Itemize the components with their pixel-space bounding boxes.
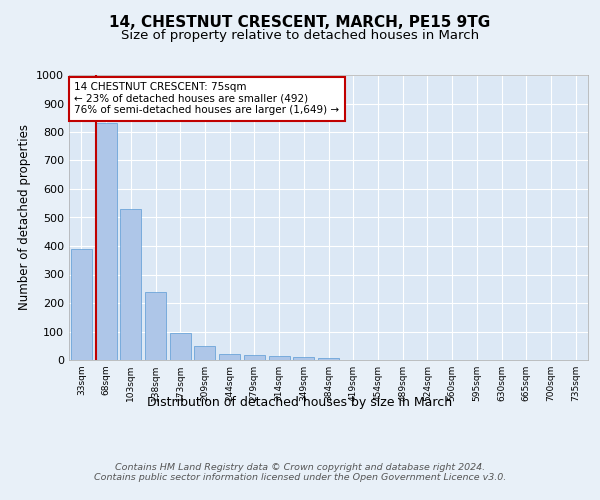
Text: Size of property relative to detached houses in March: Size of property relative to detached ho… [121, 28, 479, 42]
Bar [120, 209, 141, 360]
Bar [244, 355, 265, 360]
Text: 14, CHESTNUT CRESCENT, MARCH, PE15 9TG: 14, CHESTNUT CRESCENT, MARCH, PE15 9TG [109, 15, 491, 30]
Bar [71, 249, 92, 360]
Bar [145, 292, 166, 360]
Bar [269, 356, 290, 360]
Bar [194, 346, 215, 360]
Text: Distribution of detached houses by size in March: Distribution of detached houses by size … [148, 396, 452, 409]
Bar [219, 354, 240, 360]
Bar [318, 358, 339, 360]
Text: Contains HM Land Registry data © Crown copyright and database right 2024.
Contai: Contains HM Land Registry data © Crown c… [94, 463, 506, 482]
Text: 14 CHESTNUT CRESCENT: 75sqm
← 23% of detached houses are smaller (492)
76% of se: 14 CHESTNUT CRESCENT: 75sqm ← 23% of det… [74, 82, 340, 116]
Bar [95, 124, 116, 360]
Bar [293, 358, 314, 360]
Y-axis label: Number of detached properties: Number of detached properties [17, 124, 31, 310]
Bar [170, 334, 191, 360]
